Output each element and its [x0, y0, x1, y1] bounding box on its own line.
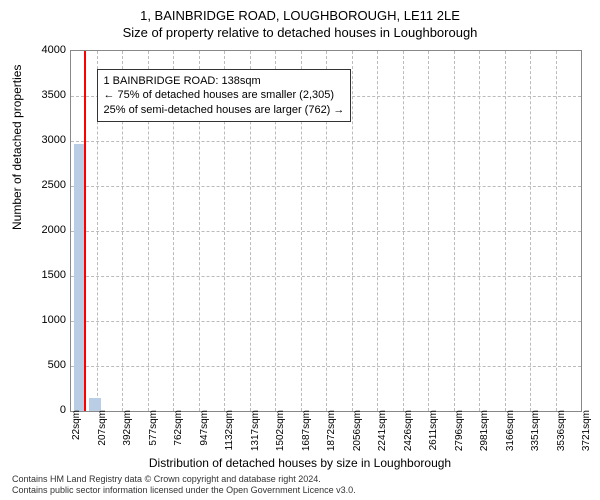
x-tick-label: 207sqm: [97, 410, 108, 460]
title-sub: Size of property relative to detached ho…: [0, 23, 600, 40]
x-tick-label: 3351sqm: [530, 410, 541, 460]
title-main: 1, BAINBRIDGE ROAD, LOUGHBOROUGH, LE11 2…: [0, 0, 600, 23]
y-tick-label: 0: [16, 404, 66, 416]
x-tick-label: 947sqm: [199, 410, 210, 460]
gridline-v: [428, 51, 429, 411]
x-tick-label: 1317sqm: [250, 410, 261, 460]
gridline-v: [556, 51, 557, 411]
x-tick-label: 2241sqm: [377, 410, 388, 460]
y-tick-label: 500: [16, 359, 66, 371]
y-tick-label: 2000: [16, 224, 66, 236]
x-tick-label: 2426sqm: [403, 410, 414, 460]
annotation-line: 25% of semi-detached houses are larger (…: [104, 103, 345, 117]
x-tick-label: 1502sqm: [275, 410, 286, 460]
chart-container: 1, BAINBRIDGE ROAD, LOUGHBOROUGH, LE11 2…: [0, 0, 600, 500]
y-tick-label: 3500: [16, 89, 66, 101]
gridline-v: [403, 51, 404, 411]
annotation-line: 1 BAINBRIDGE ROAD: 138sqm: [104, 74, 345, 88]
gridline-v: [352, 51, 353, 411]
annotation-box: 1 BAINBRIDGE ROAD: 138sqm← 75% of detach…: [97, 69, 352, 122]
y-tick-label: 3000: [16, 134, 66, 146]
x-tick-label: 3536sqm: [556, 410, 567, 460]
property-marker-line: [84, 51, 86, 411]
annotation-line: ← 75% of detached houses are smaller (2,…: [104, 88, 345, 102]
x-tick-label: 22sqm: [71, 410, 82, 460]
gridline-v: [505, 51, 506, 411]
gridline-v: [454, 51, 455, 411]
x-tick-label: 1687sqm: [301, 410, 312, 460]
x-tick-label: 392sqm: [122, 410, 133, 460]
x-tick-label: 3721sqm: [581, 410, 592, 460]
gridline-v: [377, 51, 378, 411]
gridline-v: [479, 51, 480, 411]
x-tick-label: 1872sqm: [326, 410, 337, 460]
x-tick-label: 2611sqm: [428, 410, 439, 460]
footer-attribution: Contains HM Land Registry data © Crown c…: [12, 474, 356, 496]
chart-plot-area: 1 BAINBRIDGE ROAD: 138sqm← 75% of detach…: [70, 50, 582, 412]
footer-line-1: Contains HM Land Registry data © Crown c…: [12, 474, 356, 485]
y-tick-label: 1500: [16, 269, 66, 281]
footer-line-2: Contains public sector information licen…: [12, 485, 356, 496]
x-tick-label: 2796sqm: [454, 410, 465, 460]
y-tick-label: 4000: [16, 44, 66, 56]
x-tick-label: 3166sqm: [505, 410, 516, 460]
x-tick-label: 2981sqm: [479, 410, 490, 460]
gridline-v: [530, 51, 531, 411]
x-tick-label: 1132sqm: [224, 410, 235, 460]
x-tick-label: 762sqm: [173, 410, 184, 460]
y-tick-label: 2500: [16, 179, 66, 191]
y-tick-label: 1000: [16, 314, 66, 326]
x-tick-label: 2056sqm: [352, 410, 363, 460]
x-tick-label: 577sqm: [148, 410, 159, 460]
